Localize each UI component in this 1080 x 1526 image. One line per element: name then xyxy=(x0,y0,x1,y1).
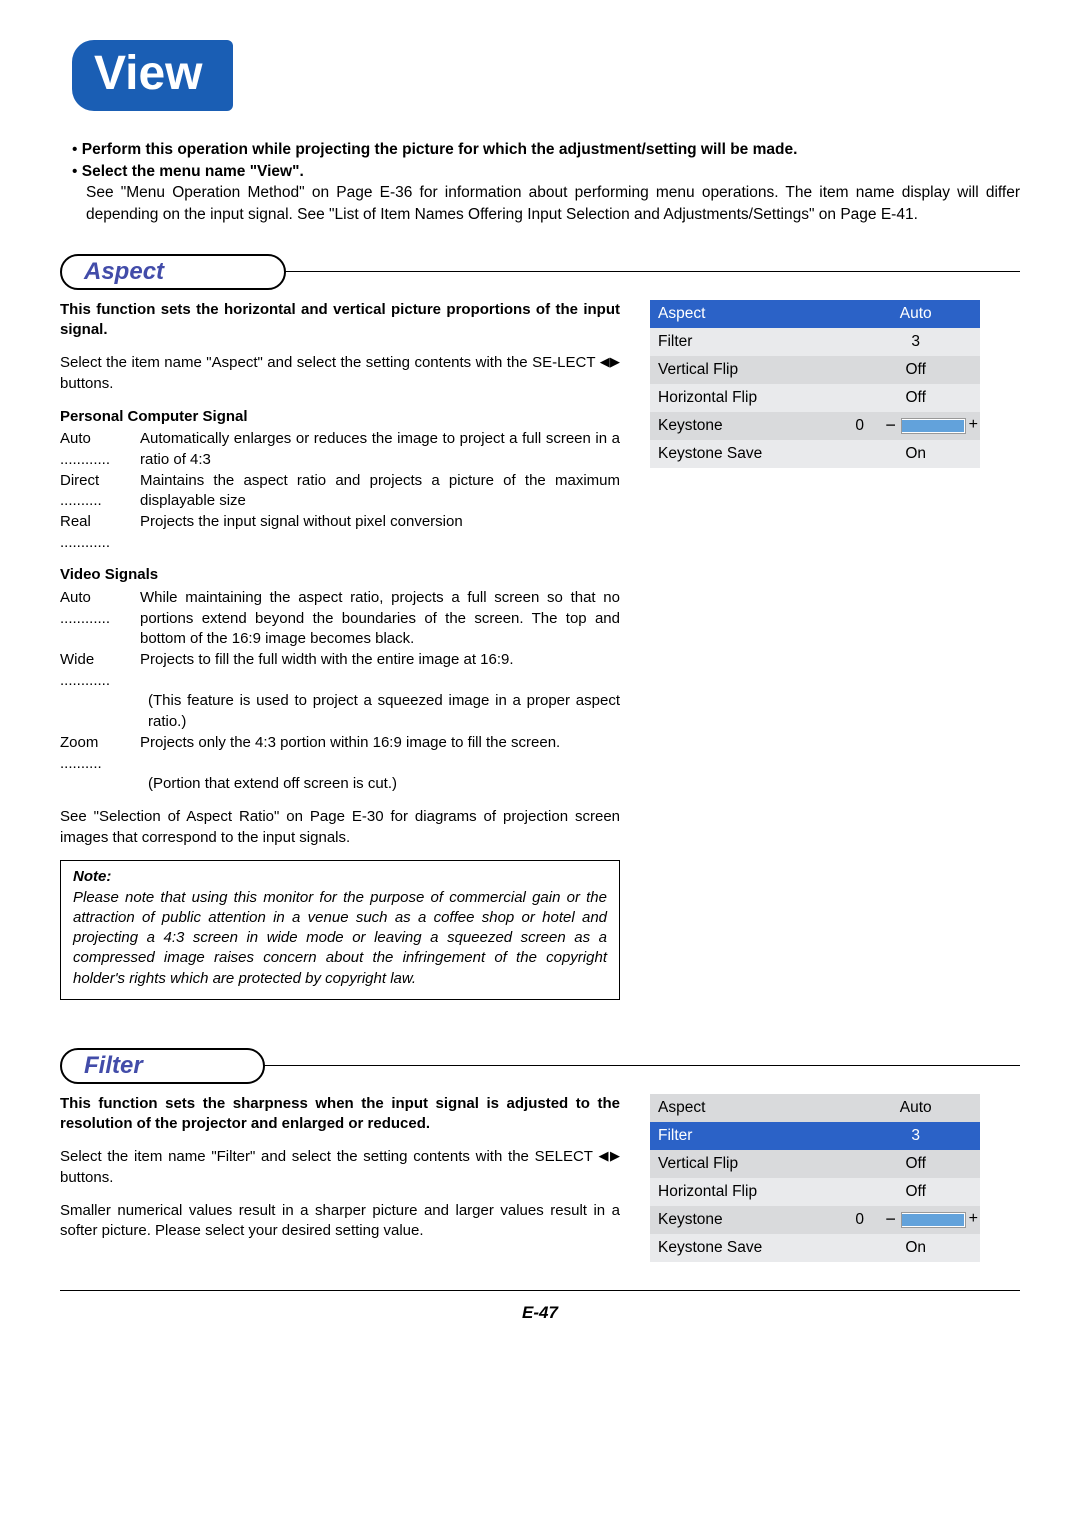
keystone-slider[interactable]: 0 − + xyxy=(851,419,980,433)
menu2-filter-value: 3 xyxy=(851,1122,980,1150)
minus-icon: − xyxy=(885,415,896,436)
menu-hflip-value: Off xyxy=(851,384,980,412)
vs-wide-body: Projects to fill the full width with the… xyxy=(140,650,620,691)
def-direct-body: Maintains the aspect ratio and projects … xyxy=(140,471,620,512)
slider-fill xyxy=(902,420,964,432)
menu-ksave-value: On xyxy=(851,440,980,468)
pcs-title: Personal Computer Signal xyxy=(60,407,620,428)
def-real-label: Real ............ xyxy=(60,512,140,553)
filter-instr: Select the item name "Filter" and select… xyxy=(60,1147,620,1188)
filter-heading: Filter xyxy=(60,1048,265,1084)
menu2-keystone-label[interactable]: Keystone xyxy=(650,1206,851,1234)
intro-line3: See "Menu Operation Method" on Page E-36… xyxy=(86,182,1020,225)
vs-auto-body: While maintaining the aspect ratio, proj… xyxy=(140,588,620,650)
menu2-vflip-label[interactable]: Vertical Flip xyxy=(650,1150,851,1178)
plus-icon: + xyxy=(969,416,978,434)
vs-auto-label: Auto ............ xyxy=(60,588,140,650)
menu-filter-label[interactable]: Filter xyxy=(650,328,851,356)
note-title: Note: xyxy=(73,867,607,887)
aspect-heading: Aspect xyxy=(60,254,286,290)
menu-vflip-value: Off xyxy=(851,356,980,384)
menu-hflip-label[interactable]: Horizontal Flip xyxy=(650,384,851,412)
left-right-arrow-icon: ◀▶ xyxy=(600,354,620,369)
menu2-aspect-value: Auto xyxy=(851,1094,980,1122)
filter-menu-table: AspectAuto Filter3 Vertical FlipOff Hori… xyxy=(650,1094,980,1262)
menu-vflip-label[interactable]: Vertical Flip xyxy=(650,356,851,384)
vs-zoom-body2: (Portion that extend off screen is cut.) xyxy=(148,774,620,795)
aspect-lead: This function sets the horizontal and ve… xyxy=(60,300,620,341)
menu-filter-value: 3 xyxy=(851,328,980,356)
keystone-slider[interactable]: 0 − + xyxy=(851,1213,980,1227)
left-right-arrow-icon: ◀▶ xyxy=(598,1148,620,1163)
slider-zero: 0 xyxy=(855,417,864,435)
slider-zero: 0 xyxy=(855,1211,864,1229)
page-number: E-47 xyxy=(60,1303,1020,1323)
menu2-hflip-label[interactable]: Horizontal Flip xyxy=(650,1178,851,1206)
def-auto-body: Automatically enlarges or reduces the im… xyxy=(140,429,620,470)
def-real-body: Projects the input signal without pixel … xyxy=(140,512,620,553)
plus-icon: + xyxy=(969,1210,978,1228)
note-body: Please note that using this monitor for … xyxy=(73,888,607,989)
footer-divider xyxy=(60,1290,1020,1291)
def-auto-label: Auto ............ xyxy=(60,429,140,470)
menu2-vflip-value: Off xyxy=(851,1150,980,1178)
note-box: Note: Please note that using this monito… xyxy=(60,860,620,1000)
menu2-ksave-label[interactable]: Keystone Save xyxy=(650,1234,851,1262)
intro-block: • Perform this operation while projectin… xyxy=(72,139,1020,226)
filter-desc: Smaller numerical values result in a sha… xyxy=(60,1201,620,1242)
divider xyxy=(263,1065,1020,1066)
vs-wide-body2: (This feature is used to project a squee… xyxy=(148,691,620,732)
vs-zoom-body: Projects only the 4:3 portion within 16:… xyxy=(140,733,620,774)
menu2-hflip-value: Off xyxy=(851,1178,980,1206)
aspect-instr: Select the item name "Aspect" and select… xyxy=(60,353,620,394)
menu-aspect-value: Auto xyxy=(851,300,980,328)
menu-keystone-label[interactable]: Keystone xyxy=(650,412,851,440)
def-direct-label: Direct .......... xyxy=(60,471,140,512)
vs-zoom-label: Zoom .......... xyxy=(60,733,140,774)
aspect-menu-table: AspectAuto Filter3 Vertical FlipOff Hori… xyxy=(650,300,980,468)
vs-title: Video Signals xyxy=(60,565,620,586)
slider-fill xyxy=(902,1214,964,1226)
menu2-ksave-value: On xyxy=(851,1234,980,1262)
page-title: View xyxy=(72,40,233,111)
menu2-filter-label[interactable]: Filter xyxy=(650,1122,851,1150)
divider xyxy=(284,271,1020,272)
menu-aspect-label[interactable]: Aspect xyxy=(650,300,851,328)
menu2-aspect-label[interactable]: Aspect xyxy=(650,1094,851,1122)
filter-lead: This function sets the sharpness when th… xyxy=(60,1094,620,1135)
aspect-see: See "Selection of Aspect Ratio" on Page … xyxy=(60,807,620,848)
intro-line1: Perform this operation while projecting … xyxy=(82,139,798,161)
intro-line2: Select the menu name "View". xyxy=(82,161,304,183)
menu-ksave-label[interactable]: Keystone Save xyxy=(650,440,851,468)
vs-wide-label: Wide ............ xyxy=(60,650,140,691)
minus-icon: − xyxy=(885,1209,896,1230)
